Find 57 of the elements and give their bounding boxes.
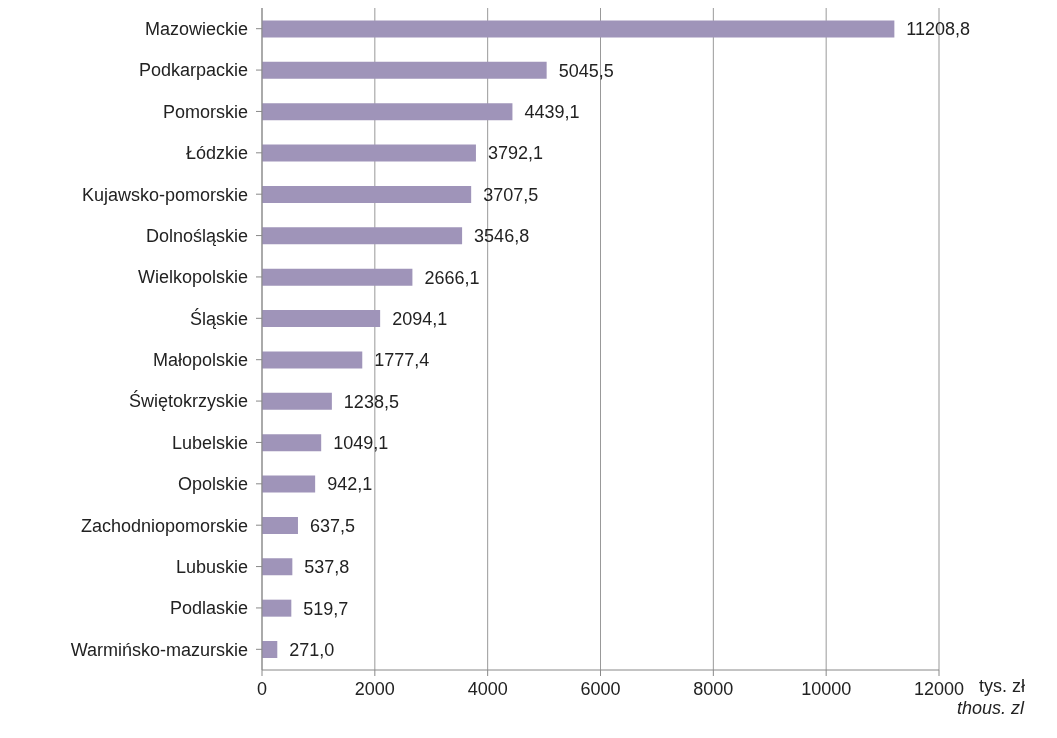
bar [262, 392, 332, 410]
x-tick-label: 0 [256, 678, 268, 699]
bar [262, 268, 413, 286]
data-label: 1049,1 [333, 433, 389, 454]
data-label: 537,8 [304, 557, 350, 578]
data-label: 4439,1 [524, 102, 580, 123]
x-tick-label: 6000 [580, 678, 621, 699]
bar [262, 20, 895, 38]
x-tick-label: 10000 [801, 678, 852, 699]
bar [262, 310, 381, 328]
data-label: 3707,5 [483, 184, 539, 205]
bar [262, 599, 292, 617]
y-tick-label: Podlaskie [169, 598, 248, 619]
bar [262, 434, 322, 452]
x-tick-label: 8000 [693, 678, 734, 699]
bar [262, 227, 463, 245]
y-tick-label: Lubuskie [175, 556, 248, 577]
bar [262, 103, 513, 121]
y-tick-label: Podkarpackie [138, 60, 248, 81]
y-tick-label: Małopolskie [152, 350, 248, 371]
data-label: 271,0 [289, 639, 335, 660]
y-tick-label: Świętokrzyskie [128, 390, 248, 412]
y-tick-label: Pomorskie [162, 101, 248, 122]
x-tick-label: 2000 [354, 678, 395, 699]
data-label: 1777,4 [374, 350, 430, 371]
data-label: 11208,8 [906, 19, 971, 40]
bar [262, 144, 476, 162]
y-tick-label: Śląskie [189, 307, 248, 329]
data-label: 2094,1 [392, 308, 448, 329]
y-tick-label: Mazowieckie [144, 19, 248, 40]
data-label: 519,7 [303, 598, 349, 619]
bar [262, 61, 547, 79]
bar [262, 558, 293, 576]
y-tick-label: Wielkopolskie [137, 267, 248, 288]
text: thous. zl [956, 698, 1024, 719]
bar [262, 641, 278, 659]
bar [262, 185, 472, 203]
y-tick-label: Opolskie [177, 474, 248, 495]
data-label: 942,1 [327, 474, 373, 495]
y-tick-label: Kujawsko-pomorskie [81, 184, 248, 205]
x-axis-title: tys. zł [979, 676, 1026, 696]
data-label: 1238,5 [343, 391, 399, 412]
y-tick-label: Lubelskie [171, 432, 248, 453]
data-label: 2666,1 [424, 267, 480, 288]
bar [262, 351, 363, 369]
data-label: 3792,1 [487, 143, 543, 164]
x-tick-label: 4000 [467, 678, 508, 699]
x-tick-label: 12000 [913, 678, 965, 699]
y-tick-label: Warmińsko-mazurskie [70, 639, 248, 660]
bar [262, 475, 316, 493]
data-label: 637,5 [309, 515, 356, 536]
bar [262, 516, 298, 534]
y-tick-label: Zachodniopomorskie [80, 515, 248, 536]
y-tick-label: Dolnośląskie [145, 225, 248, 246]
data-label: 3546,8 [474, 226, 530, 247]
y-tick-label: Łódzkie [185, 143, 248, 164]
data-label: 5045,5 [558, 60, 614, 81]
